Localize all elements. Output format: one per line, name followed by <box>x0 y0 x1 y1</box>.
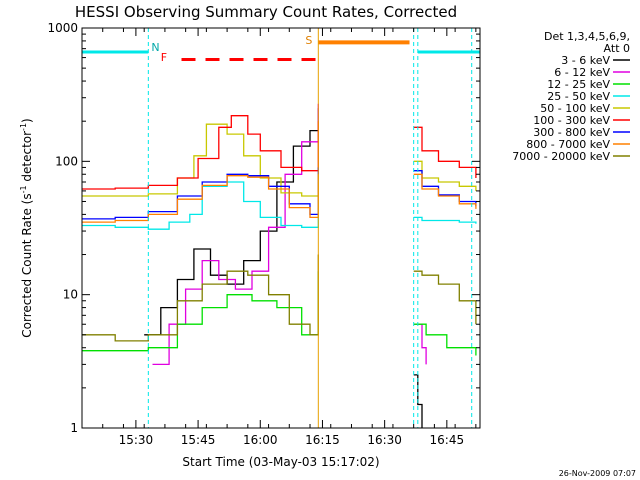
series-12-25-kev <box>82 271 319 352</box>
markers-layer: NF S <box>82 28 480 428</box>
series-7000-20000-kev <box>82 254 319 342</box>
series-100-300-kev-after-gap <box>413 126 477 178</box>
legend-header-line2: Att 0 <box>604 42 630 55</box>
series-25-50-kev-after-gap <box>413 216 477 224</box>
legend-label-100-300-kev: 100 - 300 keV <box>533 114 610 127</box>
legend-label-50-100-kev: 50 - 100 keV <box>540 102 610 115</box>
x-tick-label-16-30: 16:30 <box>367 433 402 447</box>
series-50-100-kev-after-gap <box>413 160 477 191</box>
series-100-300-kev <box>82 115 319 190</box>
flare-marker-letter: F <box>161 51 167 64</box>
x-tick-label-16-45: 16:45 <box>430 433 465 447</box>
legend-label-6-12-kev: 6 - 12 keV <box>554 66 610 79</box>
legend-label-7000-20000-kev: 7000 - 20000 keV <box>512 150 610 163</box>
series-7000-20000-kev-after-gap <box>413 270 477 325</box>
series-6-12-kev <box>152 103 319 366</box>
legend-label-3-6-kev: 3 - 6 keV <box>561 54 610 67</box>
x-tick-label-16-00: 16:00 <box>243 433 278 447</box>
plot-frame <box>81 27 481 429</box>
y-tick-label-10: 10 <box>63 288 78 302</box>
legend-label-25-50-kev: 25 - 50 keV <box>547 90 610 103</box>
saa-marker-letter: S <box>305 34 312 47</box>
x-tick-label-16-15: 16:15 <box>305 433 340 447</box>
y-tick-label-1: 1 <box>70 421 78 435</box>
series-layer <box>82 103 477 428</box>
legend-label-800-7000-kev: 800 - 7000 keV <box>526 138 610 151</box>
x-tick-label-15-30: 15:30 <box>119 433 154 447</box>
series-50-100-kev <box>82 123 319 197</box>
night-marker-letter: N <box>151 41 159 54</box>
series-25-50-kev <box>82 181 319 230</box>
x-tick-label-15-45: 15:45 <box>181 433 216 447</box>
chart-title: HESSI Observing Summary Count Rates, Cor… <box>75 3 457 21</box>
footer-date: 26-Nov-2009 07:07 <box>559 469 636 478</box>
y-axis-label: Corrected Count Rate (s-1 detector-1) <box>19 118 34 337</box>
series-3-6-kev-after-gap <box>413 374 423 428</box>
y-tick-label-1000: 1000 <box>47 21 78 35</box>
series-3-6-kev <box>144 108 319 336</box>
ticks-layer: 15:30 15:45 16:00 16:15 16:30 16:45 1 10 100 1000 <box>47 21 480 447</box>
series-12-25-kev-after-gap <box>413 323 477 356</box>
legend-label-300-800-kev: 300 - 800 keV <box>533 126 610 139</box>
legend-header-line1: Det 1,3,4,5,6,9, <box>544 30 630 43</box>
series-6-12-kev-after-gap <box>413 323 427 365</box>
legend-label-12-25-kev: 12 - 25 keV <box>547 78 610 91</box>
x-axis-label: Start Time (03-May-03 15:17:02) <box>182 455 379 469</box>
series-800-7000-kev-after-gap <box>413 173 477 209</box>
y-tick-label-100: 100 <box>55 154 78 168</box>
